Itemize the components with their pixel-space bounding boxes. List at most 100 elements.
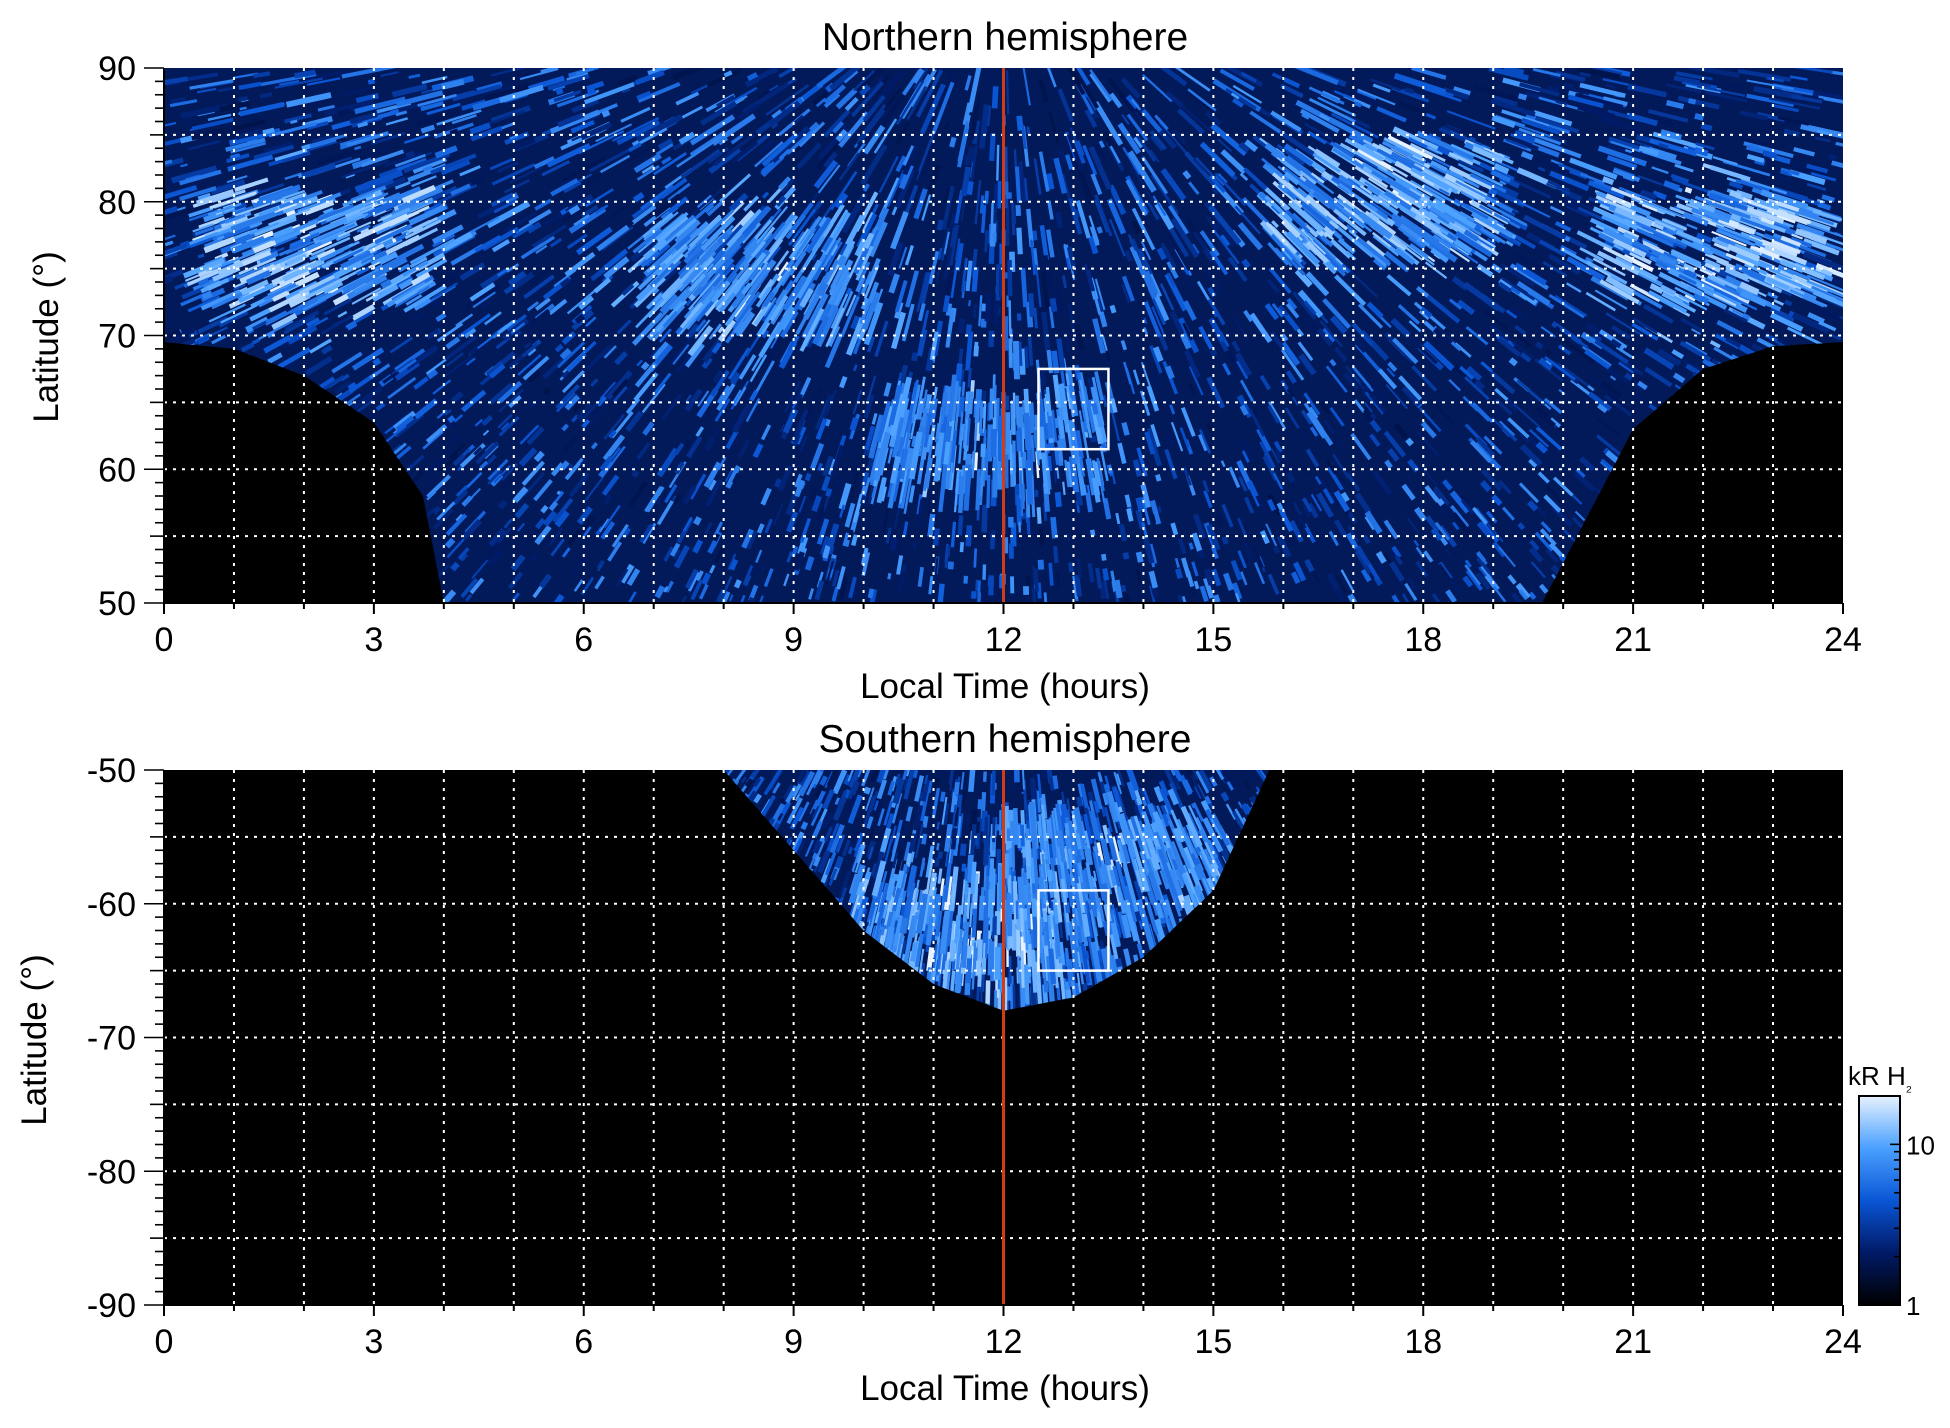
emission-streak bbox=[942, 254, 943, 261]
emission-streak bbox=[725, 72, 732, 75]
north-title: Northern hemisphere bbox=[822, 16, 1188, 59]
emission-streak bbox=[987, 294, 988, 322]
emission-streak bbox=[1058, 492, 1059, 507]
emission-streak bbox=[1548, 88, 1558, 91]
emission-streak bbox=[1093, 436, 1094, 442]
emission-streak bbox=[1034, 231, 1035, 241]
emission-streak bbox=[1151, 571, 1155, 588]
y-tick-label: 90 bbox=[98, 50, 136, 88]
emission-streak bbox=[986, 230, 987, 252]
emission-streak bbox=[998, 264, 999, 300]
emission-streak bbox=[1055, 546, 1057, 563]
emission-streak bbox=[238, 98, 248, 100]
emission-streak bbox=[969, 368, 971, 388]
emission-streak bbox=[1124, 423, 1127, 436]
emission-streak bbox=[391, 111, 399, 113]
y-tick-label: 80 bbox=[98, 184, 136, 222]
emission-streak bbox=[1522, 154, 1533, 158]
emission-streak bbox=[643, 363, 648, 368]
x-tick-label: 0 bbox=[155, 621, 174, 659]
emission-streak bbox=[924, 816, 926, 827]
bright-streak bbox=[1026, 389, 1027, 413]
emission-streak bbox=[368, 81, 374, 82]
emission-streak bbox=[914, 353, 916, 361]
emission-streak bbox=[1275, 547, 1278, 553]
y-tick-label: 60 bbox=[98, 451, 136, 489]
emission-streak bbox=[1023, 268, 1025, 307]
emission-streak bbox=[1010, 339, 1011, 368]
emission-streak bbox=[1829, 156, 1837, 158]
emission-streak bbox=[1121, 525, 1124, 541]
emission-streak bbox=[1030, 338, 1032, 366]
emission-streak bbox=[1019, 342, 1020, 366]
emission-streak bbox=[1195, 581, 1197, 589]
emission-streak bbox=[1061, 150, 1065, 163]
emission-streak bbox=[1408, 440, 1412, 445]
emission-streak bbox=[1071, 562, 1072, 572]
emission-streak bbox=[260, 94, 272, 96]
emission-streak bbox=[358, 123, 368, 126]
bright-streak bbox=[1008, 412, 1009, 460]
emission-streak bbox=[1695, 150, 1707, 154]
emission-streak bbox=[696, 518, 700, 525]
emission-streak bbox=[1217, 518, 1220, 525]
emission-streak bbox=[853, 535, 856, 546]
bright-streak bbox=[995, 455, 996, 498]
emission-streak bbox=[1701, 126, 1711, 129]
emission-streak bbox=[1173, 523, 1176, 535]
bright-streak bbox=[1024, 452, 1025, 469]
emission-streak bbox=[449, 417, 454, 421]
emission-streak bbox=[1365, 410, 1370, 416]
y-tick-label: 70 bbox=[98, 318, 136, 356]
emission-streak bbox=[1077, 575, 1080, 597]
emission-streak bbox=[1190, 543, 1192, 549]
emission-streak bbox=[892, 537, 895, 551]
emission-streak bbox=[1103, 554, 1104, 560]
emission-streak bbox=[960, 516, 962, 536]
emission-streak bbox=[1045, 592, 1046, 602]
emission-streak bbox=[995, 184, 996, 223]
bright-streak bbox=[1063, 482, 1064, 495]
x-tick-label: 15 bbox=[1194, 621, 1232, 659]
emission-streak bbox=[1405, 89, 1413, 92]
emission-streak bbox=[1695, 116, 1704, 118]
emission-streak bbox=[985, 772, 986, 782]
emission-streak bbox=[1092, 530, 1093, 536]
emission-streak bbox=[952, 522, 954, 547]
emission-streak bbox=[263, 130, 274, 133]
emission-streak bbox=[633, 471, 637, 476]
emission-streak bbox=[831, 546, 833, 554]
bright-streak bbox=[969, 391, 971, 414]
emission-streak bbox=[736, 580, 739, 587]
emission-streak bbox=[1018, 205, 1019, 216]
emission-streak bbox=[952, 138, 955, 148]
emission-streak bbox=[290, 121, 297, 123]
emission-streak bbox=[966, 155, 968, 165]
emission-streak bbox=[556, 90, 562, 92]
emission-streak bbox=[1129, 509, 1132, 522]
emission-streak bbox=[870, 589, 872, 598]
bright-streak bbox=[973, 451, 975, 478]
emission-streak bbox=[976, 342, 977, 354]
emission-streak bbox=[945, 296, 948, 313]
emission-streak bbox=[1049, 174, 1052, 190]
bright-streak bbox=[966, 465, 969, 511]
emission-streak bbox=[1192, 589, 1194, 596]
emission-streak bbox=[1178, 569, 1181, 578]
emission-streak bbox=[984, 564, 985, 579]
emission-streak bbox=[1081, 518, 1082, 527]
emission-streak bbox=[1138, 498, 1141, 511]
emission-streak bbox=[940, 584, 942, 605]
bright-streak bbox=[1028, 460, 1030, 505]
bright-streak bbox=[1730, 193, 1741, 197]
emission-streak bbox=[889, 573, 890, 579]
emission-streak bbox=[1031, 293, 1033, 317]
emission-streak bbox=[997, 145, 998, 181]
emission-streak bbox=[866, 449, 868, 455]
x-tick-label: 24 bbox=[1824, 621, 1862, 659]
bright-streak bbox=[1017, 396, 1018, 426]
emission-streak bbox=[838, 478, 842, 490]
x-tick-label: 9 bbox=[784, 621, 803, 659]
